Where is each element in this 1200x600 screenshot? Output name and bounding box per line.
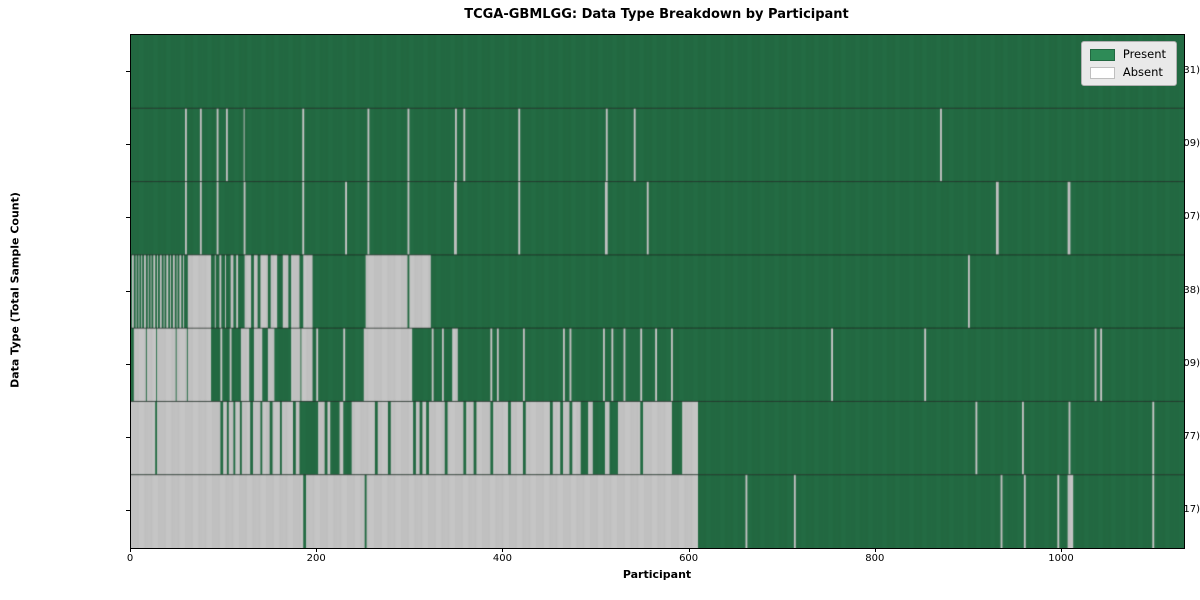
x-tick-mark xyxy=(1061,548,1062,552)
legend-item-present: Present xyxy=(1089,47,1166,61)
y-tick-mark xyxy=(126,510,130,511)
x-tick-mark xyxy=(875,548,876,552)
legend-label: Absent xyxy=(1122,65,1163,79)
y-tick-mark xyxy=(126,71,130,72)
x-tick-label-800: 800 xyxy=(865,553,885,564)
x-axis-title: Participant xyxy=(622,568,692,581)
legend-swatch-absent xyxy=(1089,66,1115,79)
y-axis-title: Data Type (Total Sample Count) xyxy=(8,192,22,388)
legend-label: Present xyxy=(1122,47,1166,61)
x-tick-label-1000: 1000 xyxy=(1048,553,1074,564)
plot-area xyxy=(130,34,1185,549)
x-tick-label-600: 600 xyxy=(679,553,699,564)
chart-title: TCGA-GBMLGG: Data Type Breakdown by Part… xyxy=(464,7,849,22)
x-tick-mark xyxy=(130,548,131,552)
x-tick-mark xyxy=(316,548,317,552)
y-tick-mark xyxy=(126,291,130,292)
heatmap-canvas xyxy=(131,35,1184,548)
y-tick-mark xyxy=(126,144,130,145)
legend-item-absent: Absent xyxy=(1089,65,1166,79)
y-tick-mark xyxy=(126,364,130,365)
x-tick-label-400: 400 xyxy=(492,553,512,564)
x-tick-mark xyxy=(689,548,690,552)
x-tick-mark xyxy=(502,548,503,552)
x-tick-label-200: 200 xyxy=(306,553,326,564)
legend-swatch-present xyxy=(1089,48,1115,61)
y-tick-mark xyxy=(126,437,130,438)
legend: Present Absent xyxy=(1080,41,1177,86)
y-tick-mark xyxy=(126,217,130,218)
x-tick-label-0: 0 xyxy=(126,553,134,564)
